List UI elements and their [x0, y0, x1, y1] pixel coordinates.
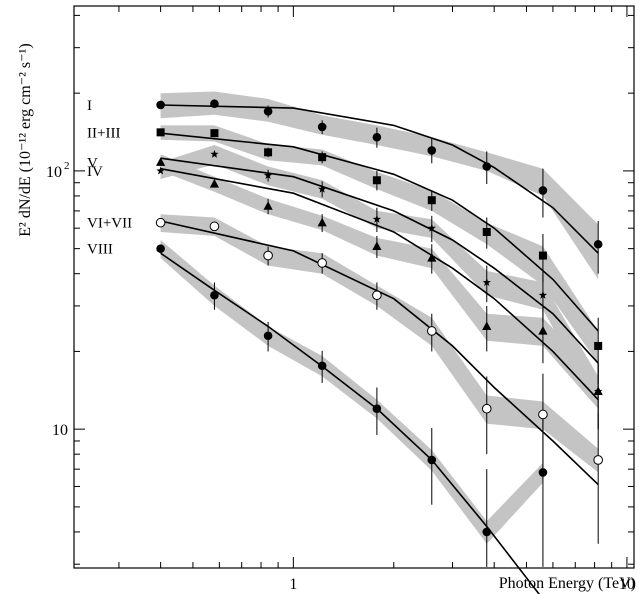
- band-5: [160, 240, 543, 544]
- data-point: [372, 241, 382, 251]
- data-point: [263, 201, 273, 210]
- data-point: [209, 178, 220, 188]
- y-tick-label: 10: [46, 164, 62, 181]
- fit-lines: [160, 104, 599, 594]
- data-point: [156, 244, 165, 253]
- data-point: [482, 278, 491, 286]
- data-point: [427, 223, 436, 232]
- data-point: [594, 341, 603, 350]
- data-point: [427, 455, 437, 465]
- data-point: [317, 122, 327, 132]
- y-axis-title: E² dN/dE (10⁻¹² erg cm⁻² s⁻¹): [17, 43, 34, 236]
- fit-line-1: [160, 132, 599, 332]
- data-point: [538, 290, 548, 299]
- series-label: II+III: [87, 125, 120, 141]
- x-axis-title: Photon Energy (TeV): [499, 575, 636, 592]
- data-point: [210, 129, 219, 138]
- data-point: [317, 217, 327, 227]
- data-point: [538, 251, 547, 260]
- data-point: [372, 132, 382, 142]
- series-label: I: [87, 98, 92, 114]
- data-point: [427, 146, 437, 155]
- error-bands: [160, 91, 599, 544]
- data-point: [593, 386, 603, 396]
- series-label: VIII: [87, 242, 113, 258]
- data-point: [156, 100, 165, 110]
- data-point: [317, 361, 327, 371]
- data-point: [482, 227, 491, 236]
- data-point: [209, 221, 220, 232]
- data-point: [538, 468, 548, 477]
- data-point: [318, 153, 327, 162]
- data-point: [263, 331, 273, 341]
- x-tick-label: 10: [619, 576, 635, 593]
- fit-line-3: [160, 167, 599, 401]
- series-label: IV: [87, 164, 103, 180]
- fit-line-4: [160, 220, 599, 486]
- data-point: [210, 149, 219, 158]
- series-label: VI+VII: [87, 216, 132, 232]
- data-point: [264, 148, 273, 157]
- data-point: [263, 107, 273, 116]
- data-point: [372, 290, 382, 301]
- data-point: [593, 455, 603, 465]
- series-label: V: [87, 155, 98, 171]
- data-point: [263, 250, 273, 261]
- data-point: [372, 176, 381, 185]
- data-point: [318, 184, 327, 193]
- data-point: [426, 326, 437, 336]
- data-point: [263, 171, 273, 179]
- data-point: [538, 409, 548, 420]
- data-point: [593, 239, 603, 249]
- fit-line-2: [160, 157, 599, 364]
- band-0: [160, 91, 599, 280]
- data-point: [538, 186, 548, 195]
- plot-frame: [73, 5, 635, 569]
- series-labels: I II+III IVV VI+VII VIII: [87, 98, 132, 258]
- data-markers: [155, 99, 603, 537]
- data-point: [427, 196, 436, 205]
- data-point: [156, 166, 165, 175]
- y-tick-label: 10: [52, 422, 68, 439]
- data-point: [210, 290, 219, 300]
- fit-line-5: [160, 252, 541, 594]
- band-3: [160, 154, 599, 409]
- y-tick-exponent: 2: [64, 160, 70, 172]
- data-point: [482, 162, 492, 171]
- data-point: [372, 214, 382, 223]
- band-2: [160, 145, 599, 409]
- data-point: [155, 217, 166, 228]
- data-point: [427, 252, 437, 262]
- data-point: [482, 527, 492, 537]
- band-1: [160, 125, 599, 364]
- x-tick-label: 1: [289, 576, 297, 593]
- fit-line-0: [160, 104, 599, 254]
- data-point: [481, 403, 492, 414]
- data-point: [156, 128, 165, 137]
- data-point: [156, 157, 166, 166]
- data-point: [372, 404, 382, 414]
- data-point: [317, 258, 327, 268]
- data-point: [210, 99, 219, 109]
- data-point: [482, 321, 492, 330]
- data-point: [538, 325, 548, 335]
